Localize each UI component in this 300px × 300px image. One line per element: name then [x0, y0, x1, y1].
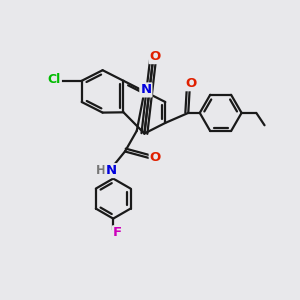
Text: O: O [186, 77, 197, 90]
Text: Cl: Cl [48, 73, 61, 86]
Text: O: O [150, 50, 161, 63]
Text: F: F [113, 226, 122, 239]
Text: O: O [150, 151, 161, 164]
Text: H: H [96, 164, 106, 177]
Text: N: N [106, 164, 117, 177]
Text: N: N [140, 83, 152, 96]
